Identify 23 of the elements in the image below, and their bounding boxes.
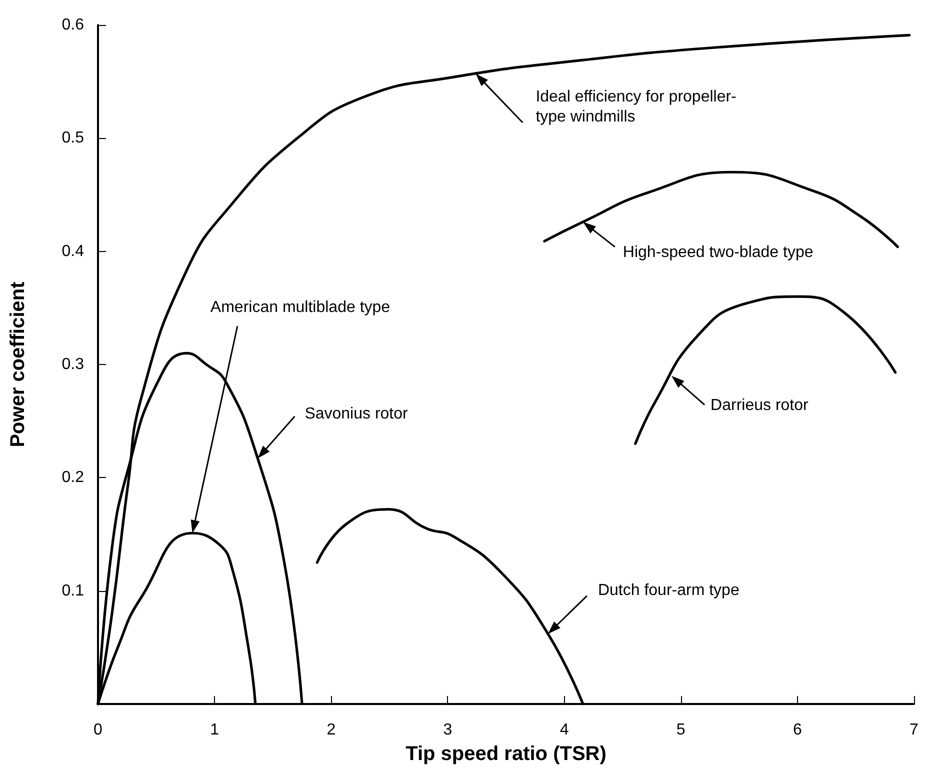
x-tick-label: 7 (910, 722, 919, 738)
annotation: Dutch four-arm type (598, 582, 740, 600)
y-tick-label: 0.2 (62, 469, 84, 486)
x-tick-label: 3 (443, 722, 452, 738)
y-tick-label: 0.6 (62, 16, 84, 34)
annotation: Darrieus rotor (710, 397, 810, 414)
x-tick-label: 2 (326, 722, 336, 738)
annotation: High-speed two-blade type (622, 244, 814, 262)
y-axis-title: Power coefficient (7, 281, 29, 448)
x-axis-title: Tip speed ratio (TSR) (406, 743, 606, 765)
y-tick-label: 0.5 (62, 130, 84, 147)
x-tick-label: 4 (560, 722, 569, 738)
y-tick-label: 0.1 (62, 582, 84, 600)
line-series (634, 295, 897, 446)
x-tick-label: 5 (676, 722, 686, 738)
y-tick-label: 0.3 (62, 356, 84, 373)
x-tick-label: 1 (210, 722, 220, 738)
y-tick-label: 0.4 (62, 242, 84, 260)
x-tick-label: 0 (94, 722, 103, 738)
annotation: Ideal efficiency for propeller- type windmills (536, 88, 736, 126)
x-tick-label: 6 (792, 722, 802, 738)
annotation: American multiblade type (210, 299, 390, 316)
annotation: Savonius rotor (304, 406, 409, 423)
